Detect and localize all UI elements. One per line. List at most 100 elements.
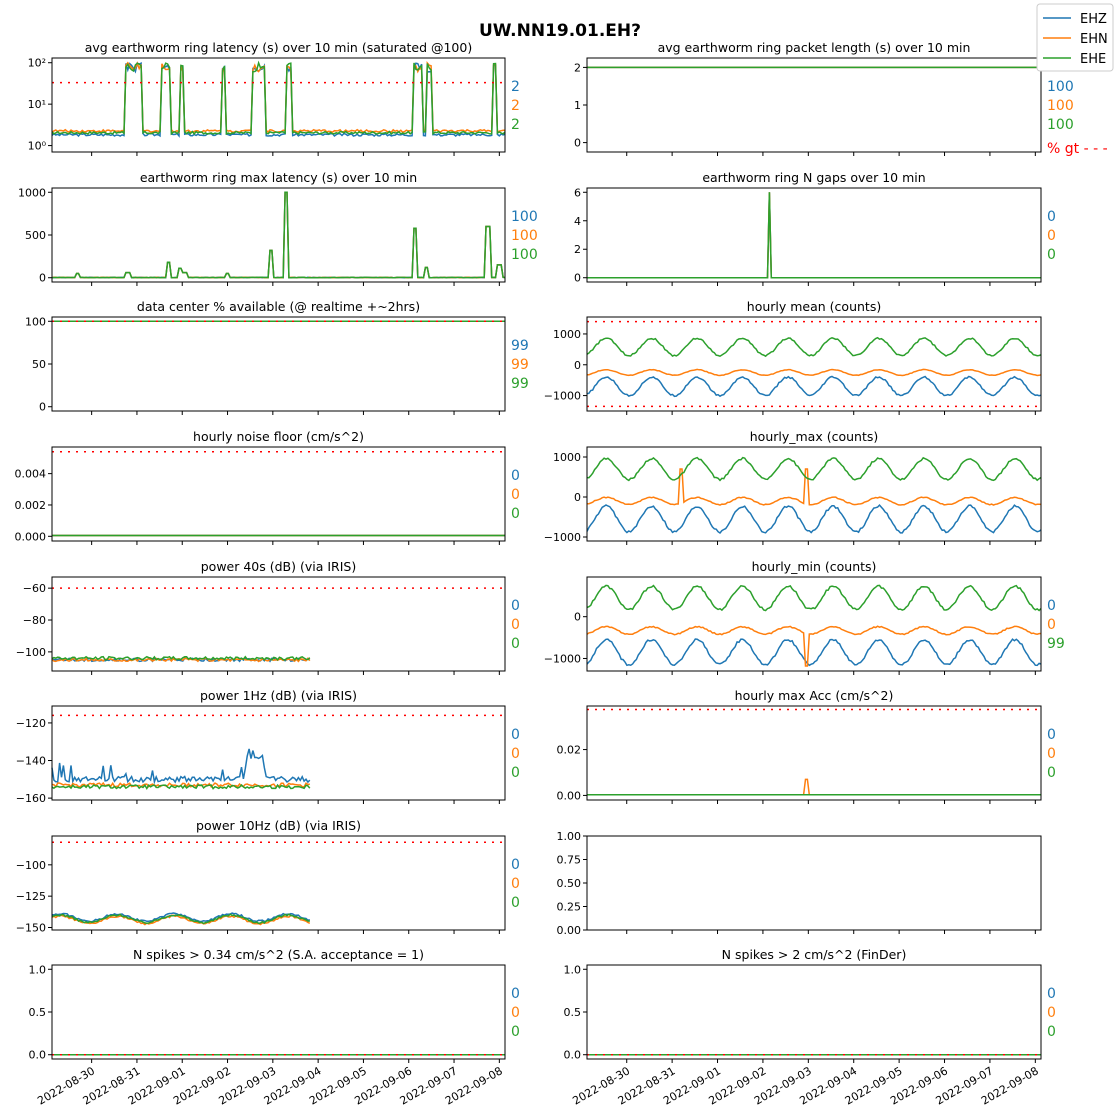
panel-15: N spikes > 0.34 cm/s^2 (S.A. acceptance … — [29, 947, 520, 1108]
y-tick-label: 0 — [574, 359, 581, 372]
series-line-EHZ — [587, 192, 1041, 279]
side-value-EHZ: 0 — [1047, 209, 1056, 225]
side-value-EHN: 0 — [511, 876, 520, 892]
y-tick-label: 0 — [574, 137, 581, 150]
series-line-EHE — [51, 60, 506, 136]
series-line-EHE — [51, 783, 311, 790]
y-tick-label: −100 — [16, 646, 46, 659]
legend-frame — [1036, 3, 1114, 72]
y-tick-label: 0.00 — [557, 789, 582, 802]
panel-8: hourly_max (counts) −1000 0 1000 — [544, 429, 1042, 545]
y-tick-label: 0.02 — [557, 744, 582, 757]
side-value-EHE: 0 — [511, 765, 520, 781]
y-tick-label: −150 — [16, 921, 46, 934]
series-line-EHN — [587, 778, 1041, 796]
panel-9: power 40s (dB) (via IRIS) −100 −80 −60 0 0 0 — [16, 559, 520, 675]
y-tick-label: 0.0 — [29, 1049, 47, 1062]
figure-title: UW.NN19.01.EH? — [479, 21, 641, 41]
side-value-EHE: 0 — [1047, 247, 1056, 263]
y-tick-label: 0.002 — [15, 499, 47, 512]
panel-title: avg earthworm ring packet length (s) ove… — [658, 40, 971, 55]
panels: avg earthworm ring latency (s) over 10 m… — [15, 40, 1108, 1108]
side-value-EHE: 0 — [511, 636, 520, 652]
legend-label-EHZ: EHZ — [1080, 12, 1107, 27]
y-tick-label: 0.000 — [15, 530, 47, 543]
panel-12: hourly max Acc (cm/s^2) 0.00 0.02 0 0 0 — [557, 688, 1056, 804]
panel-title: hourly_max (counts) — [750, 429, 879, 444]
panel-7: hourly noise floor (cm/s^2) 0.000 0.002 0.0… — [15, 429, 520, 545]
y-tick-label: 10² — [28, 57, 46, 70]
side-value-EHZ: 0 — [1047, 727, 1056, 743]
y-tick-label: 0 — [39, 272, 46, 285]
panel-title: earthworm ring N gaps over 10 min — [702, 170, 925, 185]
side-value-EHE: 0 — [511, 1024, 520, 1040]
series-line-EHE — [586, 584, 1042, 612]
side-value-EHE: 2 — [511, 117, 520, 133]
y-tick-label: 0 — [574, 272, 581, 285]
y-tick-label: −1000 — [544, 652, 581, 665]
y-tick-label: −120 — [16, 717, 46, 730]
panel-5: data center % available (@ realtime +~2h… — [25, 299, 529, 415]
y-tick-label: 6 — [574, 186, 581, 199]
side-value-EHZ: 0 — [511, 986, 520, 1002]
series-line-EHE — [51, 655, 311, 661]
side-value-EHN: 0 — [511, 487, 520, 503]
panel-10: hourly_min (counts) −1000 0 0 0 99 — [544, 559, 1065, 675]
side-value-EHN: 100 — [511, 228, 538, 244]
series-line-EHE — [586, 456, 1042, 482]
side-value-EHN: 0 — [1047, 1005, 1056, 1021]
y-tick-label: 0.0 — [564, 1049, 582, 1062]
panel-14: 0.00 0.25 0.50 0.75 1.00 — [557, 830, 1042, 937]
y-tick-label: 100 — [25, 315, 46, 328]
legend-label-EHE: EHE — [1080, 52, 1106, 67]
y-tick-label: 0.25 — [557, 901, 582, 914]
series-line-EHE — [587, 192, 1041, 279]
side-value-EHN: 0 — [1047, 228, 1056, 244]
panel-title: power 1Hz (dB) (via IRIS) — [200, 688, 357, 703]
plot-frame — [51, 576, 506, 672]
side-value-EHZ: 0 — [511, 598, 520, 614]
y-tick-label: 2 — [574, 243, 581, 256]
y-tick-label: 10¹ — [28, 98, 46, 111]
side-value-EHZ: 0 — [511, 857, 520, 873]
panel-title: N spikes > 2 cm/s^2 (FinDer) — [722, 947, 907, 962]
side-value-EHZ: 99 — [511, 338, 529, 354]
side-value-EHE: 100 — [1047, 117, 1074, 133]
y-tick-label: 0.004 — [15, 468, 47, 481]
series-line-EHN — [51, 191, 506, 279]
series-line-EHN — [51, 914, 311, 926]
y-tick-label: 0 — [574, 491, 581, 504]
panel-title: hourly mean (counts) — [747, 299, 881, 314]
series-line-EHN — [51, 61, 506, 134]
plot-frame — [51, 187, 506, 283]
y-tick-label: 0.5 — [29, 1006, 47, 1019]
series-line-EHZ — [586, 503, 1042, 535]
y-tick-label: 1.00 — [557, 830, 582, 843]
series-line-EHE — [51, 913, 310, 925]
side-value-EHN: 99 — [511, 357, 529, 373]
y-tick-label: −1000 — [544, 390, 581, 403]
panel-title: power 10Hz (dB) (via IRIS) — [196, 818, 361, 833]
side-value-EHE: 99 — [511, 376, 529, 392]
side-value-EHN: 0 — [511, 746, 520, 762]
plot-frame — [51, 705, 506, 801]
y-tick-label: 1000 — [553, 328, 581, 341]
y-tick-label: 1000 — [18, 186, 46, 199]
y-tick-label: −140 — [16, 755, 46, 768]
series-line-EHZ — [51, 748, 311, 785]
series-line-EHE — [586, 336, 1042, 358]
y-tick-label: 0.50 — [557, 877, 582, 890]
y-tick-label: 0.75 — [557, 854, 582, 867]
plot-frame — [586, 187, 1042, 283]
side-value-EHZ: 0 — [1047, 986, 1056, 1002]
panel-3: earthworm ring max latency (s) over 10 m… — [18, 170, 538, 286]
panel-6: hourly mean (counts) −1000 0 1000 — [544, 299, 1042, 415]
panel-16: N spikes > 2 cm/s^2 (FinDer) 0.0 0.5 1.0 0 0 0… — [564, 947, 1056, 1108]
plot-frame — [586, 316, 1042, 412]
y-tick-label: 0.00 — [557, 924, 582, 937]
panel-title: hourly max Acc (cm/s^2) — [735, 688, 894, 703]
y-tick-label: 1.0 — [29, 963, 47, 976]
side-value-EHZ: 0 — [511, 468, 520, 484]
panel-title: hourly noise floor (cm/s^2) — [193, 429, 364, 444]
